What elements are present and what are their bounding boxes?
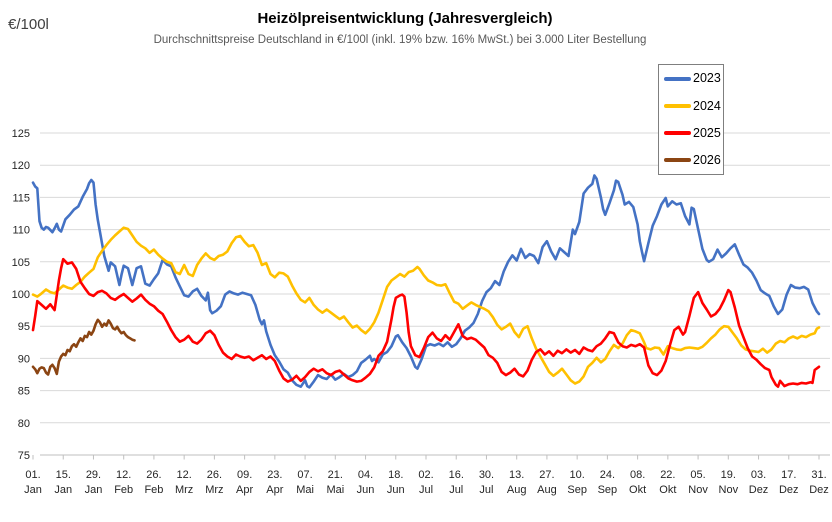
svg-text:17.Dez: 17. Dez xyxy=(779,469,799,496)
svg-text:27.Aug: 27. Aug xyxy=(537,469,557,496)
series-line-2026 xyxy=(31,318,136,376)
x-axis-ticks xyxy=(32,455,820,460)
legend-label: 2023 xyxy=(693,71,721,86)
y-axis-labels: 75 80 85 90 95 100 105 110 115 120 125 xyxy=(12,128,30,462)
svg-text:105: 105 xyxy=(12,257,30,269)
svg-text:03.Dez: 03. Dez xyxy=(749,469,769,496)
svg-text:125: 125 xyxy=(12,128,30,140)
legend: 2023 2024 2025 2026 xyxy=(658,64,724,175)
svg-text:115: 115 xyxy=(12,192,30,204)
svg-text:19.Nov: 19. Nov xyxy=(719,469,739,496)
svg-text:05.Nov: 05. Nov xyxy=(688,469,708,496)
legend-label: 2026 xyxy=(693,153,721,168)
svg-text:07.Mai: 07. Mai xyxy=(296,469,314,496)
chart-title: Heizölpreisentwicklung (Jahresvergleich) xyxy=(257,10,553,27)
legend-line-swatch-2023 xyxy=(664,76,691,81)
svg-text:22.Okt: 22. Okt xyxy=(659,469,676,496)
legend-line-swatch-2024 xyxy=(664,103,691,108)
svg-text:26.Mrz: 26. Mrz xyxy=(205,469,223,496)
legend-line-swatch-2026 xyxy=(664,158,691,163)
svg-text:10.Sep: 10. Sep xyxy=(567,469,587,496)
svg-text:09.Apr: 09. Apr xyxy=(236,469,253,496)
legend-label: 2024 xyxy=(693,98,721,113)
svg-text:95: 95 xyxy=(18,321,30,333)
svg-text:85: 85 xyxy=(18,386,30,398)
svg-text:29.Jan: 29. Jan xyxy=(85,469,103,496)
svg-text:12.Feb: 12. Feb xyxy=(114,469,133,496)
series-line-2024 xyxy=(31,226,821,385)
svg-text:23.Apr: 23. Apr xyxy=(266,469,283,496)
svg-text:15.Jan: 15. Jan xyxy=(54,469,72,496)
svg-text:04.Jun: 04. Jun xyxy=(357,469,375,496)
legend-item-2026: 2026 xyxy=(659,154,723,167)
svg-text:08.Okt: 08. Okt xyxy=(629,469,646,496)
svg-text:26.Feb: 26. Feb xyxy=(144,469,163,496)
legend-item-2025: 2025 xyxy=(659,127,723,140)
legend-line-swatch-2025 xyxy=(664,131,691,136)
chart-subtitle: Durchschnittspreise Deutschland in €/100… xyxy=(153,34,647,46)
svg-text:31.Dez: 31. Dez xyxy=(809,469,829,496)
legend-item-2023: 2023 xyxy=(659,72,723,85)
svg-text:120: 120 xyxy=(12,160,30,172)
svg-text:21.Mai: 21. Mai xyxy=(326,469,344,496)
svg-text:16.Jul: 16. Jul xyxy=(449,469,464,496)
series-line-2025 xyxy=(31,257,821,389)
svg-text:24.Sep: 24. Sep xyxy=(598,469,618,496)
y-axis-unit-label: €/100l xyxy=(8,16,49,33)
series-line-2023 xyxy=(31,174,821,389)
svg-text:02.Jul: 02. Jul xyxy=(418,469,433,496)
legend-label: 2025 xyxy=(693,125,721,140)
legend-item-2024: 2024 xyxy=(659,100,723,113)
svg-text:18.Jun: 18. Jun xyxy=(387,469,405,496)
svg-text:80: 80 xyxy=(18,418,30,430)
svg-text:75: 75 xyxy=(18,450,30,462)
svg-text:01.Jan: 01. Jan xyxy=(24,469,42,496)
svg-text:13.Aug: 13. Aug xyxy=(507,469,527,496)
gridlines xyxy=(40,132,830,456)
svg-text:12.Mrz: 12. Mrz xyxy=(175,469,193,496)
svg-text:90: 90 xyxy=(18,353,30,365)
x-axis-labels: 01. Jan 15. Jan 29. Jan 12. Feb 26. Feb 12. Mrz 26. M… xyxy=(24,469,829,496)
svg-text:30.Jul: 30. Jul xyxy=(479,469,494,496)
svg-text:100: 100 xyxy=(12,289,30,301)
svg-text:110: 110 xyxy=(12,225,30,237)
